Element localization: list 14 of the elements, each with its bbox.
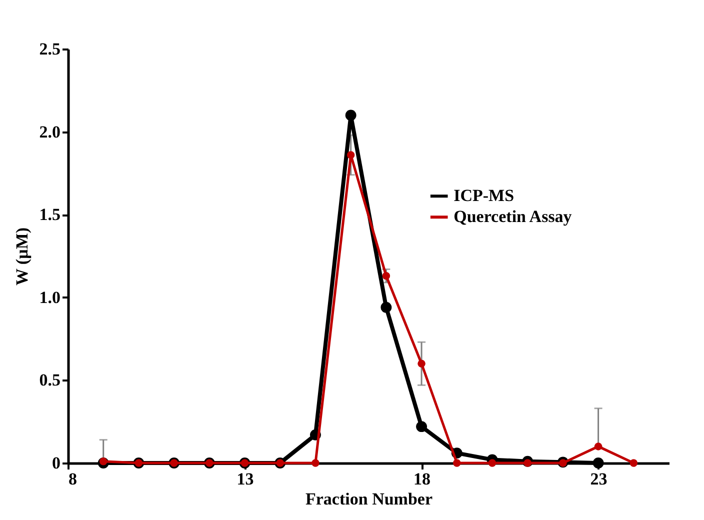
legend-label: Quercetin Assay [454,207,572,226]
y-tick-label: 0 [52,454,60,472]
x-tick-label: 23 [590,470,608,488]
y-tick-label: 2.0 [39,122,60,142]
y-tick-label: 2.5 [39,40,60,58]
y-tick-label: 1.0 [39,288,60,307]
y-tick-label: 1.5 [39,205,60,224]
x-tick-label: 8 [68,470,77,488]
y-axis-title: W (µM) [12,227,32,286]
x-tick-label: 18 [414,470,431,488]
x-tick-label: 13 [236,470,254,488]
y-tick-label: 0.5 [39,370,60,390]
legend-label: ICP-MS [454,186,514,206]
x-axis-title: Fraction Number [305,490,433,508]
